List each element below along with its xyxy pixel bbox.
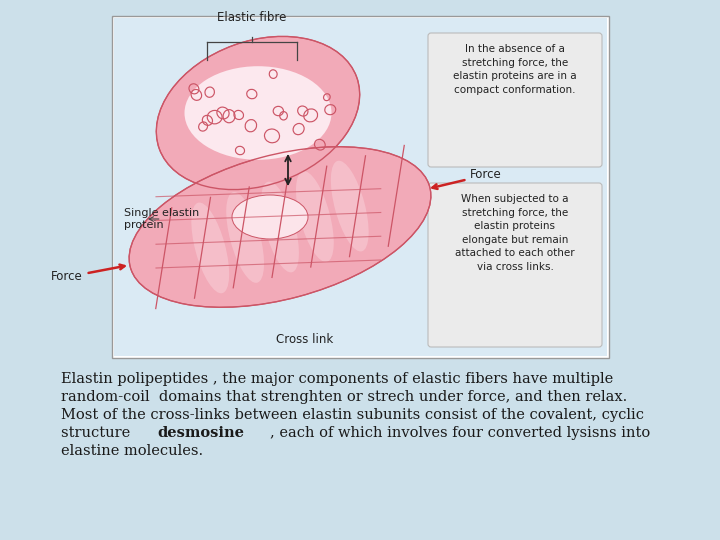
Text: desmosine: desmosine — [157, 426, 244, 440]
Text: Cross link: Cross link — [276, 333, 333, 346]
Bar — [112, 16, 609, 358]
Ellipse shape — [226, 192, 264, 283]
Text: , each of which involves four converted lysisns into: , each of which involves four converted … — [270, 426, 650, 440]
Ellipse shape — [184, 66, 331, 160]
Text: elastine molecules.: elastine molecules. — [61, 444, 203, 458]
Ellipse shape — [232, 195, 308, 239]
Text: When subjected to a
stretching force, the
elastin proteins
elongate but remain
a: When subjected to a stretching force, th… — [455, 194, 575, 272]
Ellipse shape — [331, 161, 369, 252]
Text: In the absence of a
stretching force, the
elastin proteins are in a
compact conf: In the absence of a stretching force, th… — [453, 44, 577, 95]
Bar — [114, 18, 607, 356]
Ellipse shape — [261, 181, 299, 272]
Text: Elastic fibre: Elastic fibre — [217, 11, 287, 24]
Ellipse shape — [296, 171, 334, 262]
FancyBboxPatch shape — [428, 183, 602, 347]
Ellipse shape — [192, 202, 229, 293]
FancyBboxPatch shape — [428, 33, 602, 167]
Ellipse shape — [156, 36, 360, 190]
Ellipse shape — [129, 147, 431, 307]
Text: structure: structure — [61, 426, 135, 440]
Text: Force: Force — [51, 265, 125, 284]
Text: Single elastin
protein: Single elastin protein — [124, 208, 199, 230]
Text: random-coil  domains that strenghten or strech under force, and then relax.: random-coil domains that strenghten or s… — [61, 390, 627, 404]
Text: Elastin polipeptides , the major components of elastic fibers have multiple: Elastin polipeptides , the major compone… — [61, 372, 613, 386]
Text: Force: Force — [433, 168, 502, 189]
Text: Most of the cross-links between elastin subunits consist of the covalent, cyclic: Most of the cross-links between elastin … — [61, 408, 644, 422]
